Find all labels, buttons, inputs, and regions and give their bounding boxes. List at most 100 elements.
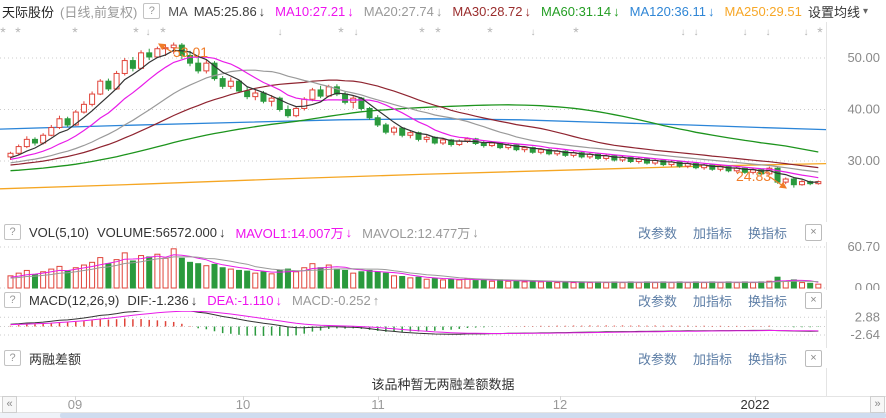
time-axis-label: 11 xyxy=(371,397,385,412)
volume-panel-header: ? VOL(5,10) VOLUME:56572.000 ↓ MAVOL1:14.0… xyxy=(0,222,886,242)
close-icon[interactable]: × xyxy=(805,223,822,241)
horizontal-scrollbar xyxy=(0,413,886,418)
price-annotations: 53.01 24.83 xyxy=(157,43,787,189)
margin-link-1[interactable]: 加指标 xyxy=(692,351,732,367)
scroll-left-button[interactable]: « xyxy=(2,396,17,413)
macd-indicator-values: DIF:-1.236 ↓ DEA:-1.110 ↓ MACD:-0.252 ↑ xyxy=(127,293,379,308)
arrow-down-icon: ↓ xyxy=(190,292,198,308)
margin-link-2[interactable]: 换指标 xyxy=(747,351,787,367)
help-icon[interactable]: ? xyxy=(4,350,21,366)
macd-panel-header: ? MACD(12,26,9) DIF:-1.236 ↓ DEA:-1.110 ↓ MA… xyxy=(0,290,886,310)
volume-bars xyxy=(7,248,822,289)
event-pin-icon[interactable]: ↓ xyxy=(354,27,359,38)
arrow-down-icon: ↓ xyxy=(435,3,443,19)
svg-text:24.83: 24.83 xyxy=(736,168,771,184)
ma-indicator: MA5:25.86 ↓ xyxy=(193,3,266,19)
help-icon[interactable]: ? xyxy=(4,292,21,308)
scrollbar-thumb[interactable] xyxy=(60,413,886,418)
event-star-icon[interactable]: * xyxy=(817,24,823,40)
help-icon[interactable]: ? xyxy=(4,224,21,240)
svg-text:30.00: 30.00 xyxy=(847,153,880,168)
arrow-down-icon: ↓ xyxy=(218,224,226,240)
ma-indicator: MA120:36.11 ↓ xyxy=(629,3,715,19)
svg-text:50.00: 50.00 xyxy=(847,50,880,65)
volume-indicator: VOLUME:56572.000 ↓ xyxy=(96,224,226,240)
time-axis-label: 09 xyxy=(67,397,83,412)
arrow-down-icon: ↓ xyxy=(524,3,532,19)
event-pin-icon[interactable]: ↓ xyxy=(278,27,283,38)
svg-text:2.88: 2.88 xyxy=(855,309,880,324)
macd-link-1[interactable]: 加指标 xyxy=(692,293,732,309)
volume-link-2[interactable]: 换指标 xyxy=(747,225,787,241)
event-star-icon[interactable]: * xyxy=(72,24,78,40)
event-pin-icon[interactable]: ↓ xyxy=(681,27,686,38)
ma-indicator: MA250:29.51 xyxy=(724,3,802,19)
ma-indicator: MA60:31.14 ↓ xyxy=(541,3,620,19)
volume-indicator-values: VOLUME:56572.000 ↓ MAVOL1:14.007万 ↓ MAVOL2:1… xyxy=(97,223,479,242)
scroll-right-button[interactable]: » xyxy=(870,396,885,413)
volume-indicator: MAVOL2:12.477万 ↓ xyxy=(362,224,479,241)
event-pin-icon[interactable]: ↓ xyxy=(694,27,699,38)
event-star-icon[interactable]: * xyxy=(338,24,344,40)
ma-settings-label: 设置均线 xyxy=(807,4,860,20)
svg-text:60.70: 60.70 xyxy=(847,239,880,254)
margin-link-0[interactable]: 改参数 xyxy=(637,351,677,367)
arrow-down-icon: ↓ xyxy=(258,3,266,19)
ma-group-label: MA xyxy=(168,3,188,19)
ma-settings-button[interactable]: 设置均线 ▾ xyxy=(808,2,868,21)
svg-text:-2.64: -2.64 xyxy=(850,327,880,342)
macd-indicator-name: MACD(12,26,9) xyxy=(29,292,120,308)
margin-panel-links: 改参数 加指标 换指标 xyxy=(638,349,787,368)
stock-title: 天际股份 xyxy=(2,4,55,20)
event-star-icon[interactable]: * xyxy=(0,24,6,40)
close-icon[interactable]: × xyxy=(805,349,822,367)
close-icon[interactable]: × xyxy=(805,291,822,309)
event-star-icon[interactable]: * xyxy=(573,24,579,40)
volume-link-0[interactable]: 改参数 xyxy=(637,225,677,241)
event-pin-icon[interactable]: ↓ xyxy=(766,27,771,38)
arrow-down-icon: ↓ xyxy=(707,3,715,19)
chart-header: 天际股份 (日线,前复权) ? MA MA5:25.86 ↓ MA10:27.21 ↓… xyxy=(0,0,886,22)
ma-indicator: MA30:28.72 ↓ xyxy=(452,3,532,19)
long-ma-lines xyxy=(0,118,826,190)
time-axis-label: 2022 xyxy=(740,397,770,412)
arrow-down-icon: ↓ xyxy=(347,3,354,19)
volume-indicator-name: VOL(5,10) xyxy=(29,224,89,240)
margin-panel-header: ? 两融差额 改参数 加指标 换指标 × xyxy=(0,348,886,368)
volume-indicator: MAVOL1:14.007万 ↓ xyxy=(235,224,353,241)
ma-lines xyxy=(10,49,819,183)
ma-indicator-list: MA5:25.86 ↓ MA10:27.21 ↓ MA20:27.74 ↓ MA30:28.… xyxy=(194,4,802,19)
arrow-down-icon: ↓ xyxy=(613,3,620,19)
chevron-down-icon: ▾ xyxy=(862,5,868,17)
chart-mode-label: (日线,前复权) xyxy=(60,4,138,20)
macd-link-0[interactable]: 改参数 xyxy=(637,293,677,309)
event-star-icon[interactable]: * xyxy=(435,24,441,40)
event-pin-icon[interactable]: ↓ xyxy=(146,27,151,38)
arrow-down-icon: ↓ xyxy=(345,224,353,240)
volume-link-1[interactable]: 加指标 xyxy=(692,225,732,241)
time-axis-label: 12 xyxy=(552,397,568,412)
event-pin-icon[interactable]: ↓ xyxy=(531,27,536,38)
candlesticks xyxy=(7,42,822,188)
event-star-icon[interactable]: * xyxy=(419,24,425,40)
margin-empty-message: 该品种暂无两融差额数据 xyxy=(371,377,515,392)
ma-indicator: MA20:27.74 ↓ xyxy=(363,3,443,19)
event-pin-icon[interactable]: ↓ xyxy=(743,27,748,38)
time-axis: « » 09 10 11 12 2022 xyxy=(0,396,886,413)
event-star-icon[interactable]: * xyxy=(133,24,139,40)
margin-indicator-name: 两融差额 xyxy=(29,351,82,367)
time-axis-label: 10 xyxy=(235,397,251,412)
help-icon[interactable]: ? xyxy=(143,3,161,19)
event-markers: * * * * ↓ * ↓ * ↓ * * * ↓ * ↓ ↓ ↓ ↓ ↓ * xyxy=(0,24,823,40)
macd-link-2[interactable]: 换指标 xyxy=(747,293,787,309)
event-star-icon[interactable]: * xyxy=(15,24,21,40)
macd-panel-links: 改参数 加指标 换指标 xyxy=(638,291,787,310)
svg-text:53.01: 53.01 xyxy=(173,44,208,60)
event-star-icon[interactable]: * xyxy=(160,24,166,40)
event-pin-icon[interactable]: ↓ xyxy=(804,27,809,38)
macd-indicator: MACD:-0.252 ↑ xyxy=(291,292,380,308)
arrow-down-icon: ↓ xyxy=(472,224,479,240)
arrow-up-icon: ↑ xyxy=(372,292,380,308)
event-star-icon[interactable]: * xyxy=(487,24,493,40)
